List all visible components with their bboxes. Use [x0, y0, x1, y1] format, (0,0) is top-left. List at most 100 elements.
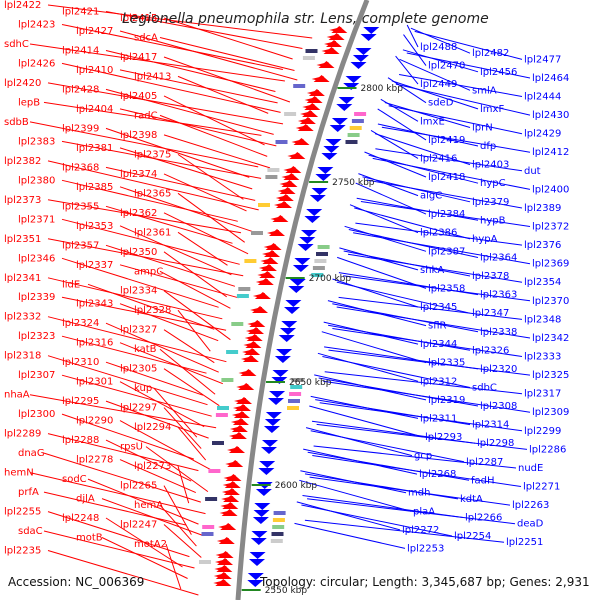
leader-line — [159, 270, 231, 309]
leader-line — [43, 491, 187, 526]
forward-gene-mark — [249, 320, 266, 327]
leader-line — [119, 108, 277, 147]
gene-label-left: lpl2385 — [76, 182, 113, 193]
leader-line — [332, 278, 419, 308]
gene-label-right: lpl2482 — [472, 48, 509, 59]
accession-text: Accession: NC_006369 — [8, 575, 144, 589]
forward-gene-mark — [231, 425, 248, 432]
reverse-gene-mark — [269, 391, 286, 398]
gene-label-right: lpl2419 — [428, 135, 465, 146]
gene-label-left: motA2 — [134, 539, 167, 550]
gene-label-right: lpl2254 — [454, 531, 491, 542]
leader-line — [368, 154, 479, 184]
gene-label-right: lpl2272 — [402, 525, 439, 536]
leader-line — [47, 433, 199, 472]
feature-block — [290, 385, 303, 389]
gene-label-left: lpl2415 — [120, 13, 157, 24]
reverse-gene-mark — [259, 461, 276, 468]
gene-label-left: rpsU — [120, 442, 143, 453]
reverse-gene-mark — [264, 419, 281, 426]
feature-block — [287, 406, 299, 410]
leader-line — [360, 201, 531, 227]
forward-gene-mark — [297, 124, 314, 131]
leader-line — [47, 511, 190, 558]
gene-label-right: lpl2271 — [523, 482, 560, 493]
gene-label-left: lpl2346 — [18, 253, 55, 264]
leader-line — [163, 524, 202, 558]
leader-line — [309, 476, 511, 506]
leader-line — [29, 121, 259, 168]
leader-line — [177, 426, 207, 461]
leader-line — [61, 24, 283, 70]
leader-line — [316, 423, 528, 450]
leader-line — [61, 218, 240, 265]
kbp-label: 2750 kbp — [332, 178, 375, 188]
gene-label-left: lpl2355 — [62, 201, 99, 212]
gene-label-right: lpl2384 — [428, 209, 465, 220]
feature-block — [226, 350, 239, 354]
gene-label-right: lpl2376 — [524, 240, 561, 251]
gene-label-right: algC — [420, 191, 442, 202]
reverse-gene-mark — [360, 34, 377, 41]
gene-label-left: lpl2373 — [4, 195, 41, 206]
gene-label-left: lpl2343 — [76, 299, 113, 310]
leader-line — [336, 281, 471, 314]
reverse-gene-mark — [299, 237, 316, 244]
gene-label-left: prfA — [18, 487, 39, 498]
reverse-gene-mark — [294, 258, 311, 265]
gene-label-right: dut — [524, 166, 541, 177]
feature-block — [311, 273, 324, 277]
leader-line — [388, 105, 523, 135]
leader-line — [119, 69, 278, 104]
feature-block — [351, 119, 364, 123]
feature-block — [201, 532, 214, 536]
feature-block — [314, 259, 327, 263]
feature-block — [317, 245, 330, 249]
forward-gene-mark — [331, 26, 348, 33]
kbp-label: 2650 kbp — [289, 378, 332, 388]
kbp-label: 2800 kbp — [361, 84, 404, 94]
reverse-gene-mark — [252, 517, 269, 524]
leader-line — [372, 157, 531, 190]
gene-label-left: lpl2420 — [4, 78, 41, 89]
gene-label-left: dnaG — [18, 448, 45, 459]
gene-label-left: lpl2428 — [62, 84, 99, 95]
reverse-gene-mark — [331, 118, 348, 125]
gene-label-right: sdeD — [428, 98, 454, 109]
leader-line — [29, 394, 217, 429]
forward-gene-mark — [308, 89, 325, 96]
leader-line — [414, 30, 523, 60]
forward-gene-mark — [293, 138, 310, 145]
gene-label-left: sdcA — [134, 33, 158, 44]
forward-gene-mark — [217, 551, 234, 558]
leader-line — [324, 371, 523, 395]
reverse-gene-mark — [288, 286, 305, 293]
leader-line — [354, 207, 471, 240]
leader-line — [165, 543, 182, 590]
leader-line — [402, 49, 479, 73]
feature-block — [291, 378, 304, 382]
leader-line — [119, 30, 298, 81]
gene-label-left: lpl2341 — [4, 273, 41, 284]
leader-line — [353, 232, 531, 265]
feature-block — [288, 399, 300, 403]
gene-label-left: lpl2295 — [62, 396, 99, 407]
forward-gene-mark — [313, 75, 330, 82]
leader-line — [177, 231, 228, 266]
leader-line — [47, 160, 259, 211]
gene-label-right: nudE — [518, 463, 543, 474]
gene-label-left: lpl2247 — [120, 520, 157, 531]
leader-line — [159, 504, 197, 547]
gene-label-right: lpl2386 — [420, 228, 457, 239]
forward-gene-mark — [254, 292, 271, 299]
leader-line — [47, 316, 227, 363]
reverse-gene-mark — [249, 552, 266, 559]
feature-block — [212, 441, 224, 445]
leader-line — [145, 446, 209, 493]
gene-label-left: lpl2423 — [18, 20, 55, 31]
leader-line — [177, 309, 211, 352]
gene-label-right: lpl2488 — [420, 42, 457, 53]
forward-gene-mark — [223, 495, 240, 502]
gene-label-right: lpl2266 — [465, 513, 502, 524]
